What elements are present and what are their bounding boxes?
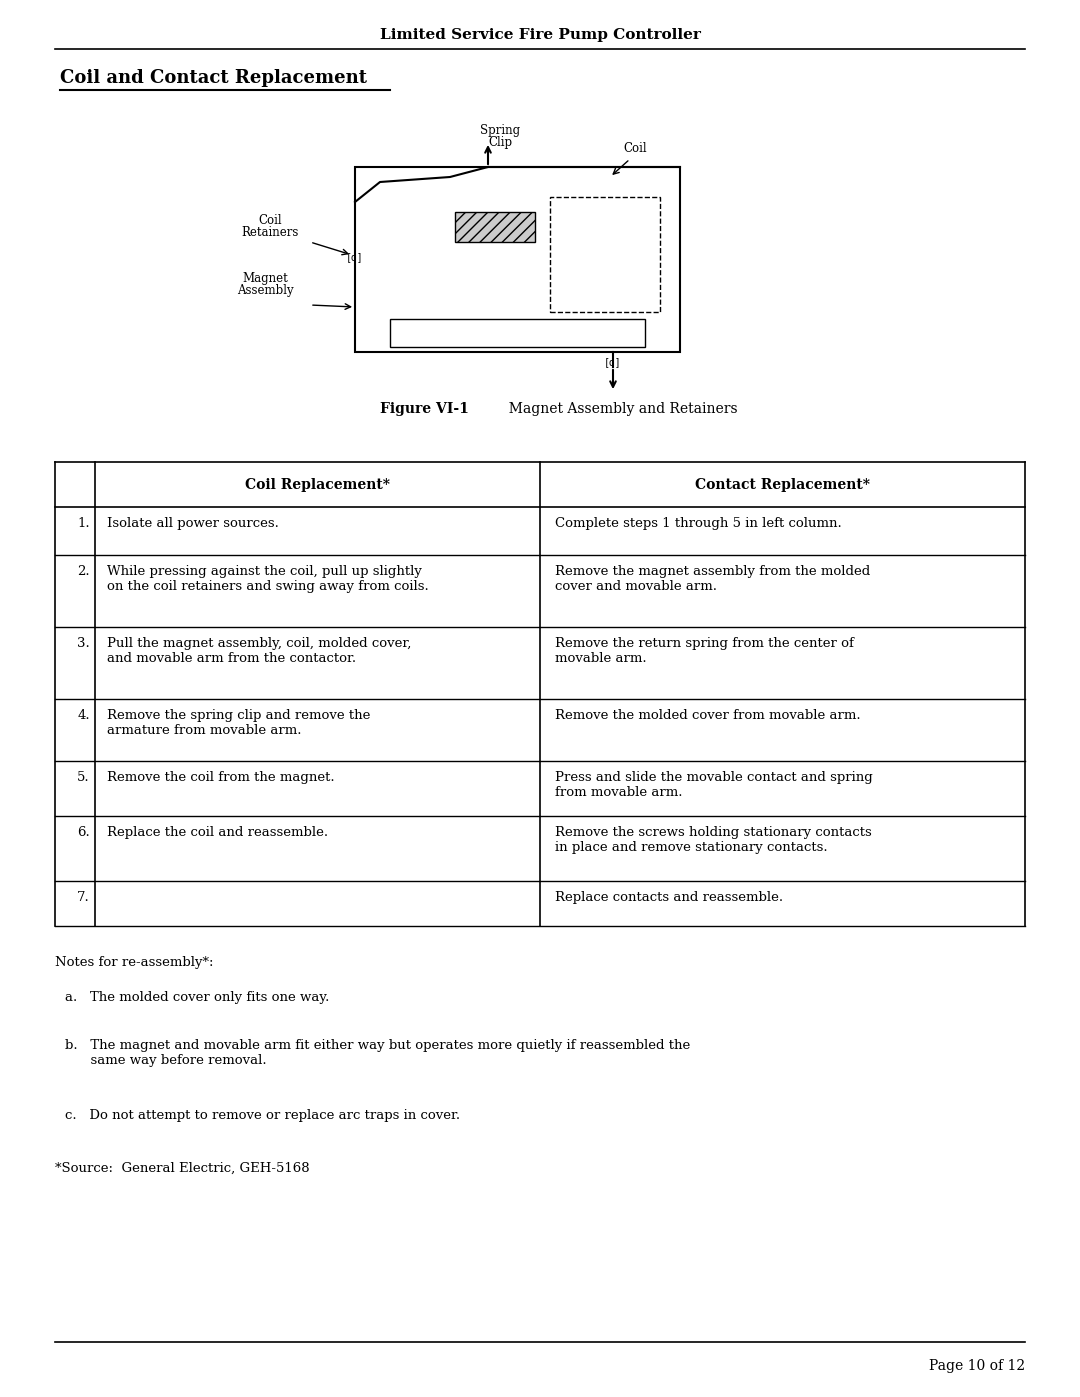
Text: *Source:  General Electric, GEH-5168: *Source: General Electric, GEH-5168 — [55, 1162, 310, 1175]
Text: Remove the coil from the magnet.: Remove the coil from the magnet. — [107, 771, 335, 784]
Text: Magnet Assembly and Retainers: Magnet Assembly and Retainers — [500, 402, 738, 416]
Text: [o]: [o] — [347, 251, 364, 263]
Text: While pressing against the coil, pull up slightly
on the coil retainers and swin: While pressing against the coil, pull up… — [107, 564, 429, 592]
Text: Isolate all power sources.: Isolate all power sources. — [107, 517, 279, 529]
Text: a.   The molded cover only fits one way.: a. The molded cover only fits one way. — [65, 990, 329, 1004]
Text: [o]: [o] — [604, 358, 622, 367]
Text: Retainers: Retainers — [241, 226, 299, 239]
Text: Complete steps 1 through 5 in left column.: Complete steps 1 through 5 in left colum… — [555, 517, 841, 529]
Text: 4.: 4. — [78, 710, 90, 722]
Text: Remove the return spring from the center of
movable arm.: Remove the return spring from the center… — [555, 637, 854, 665]
Text: 2.: 2. — [78, 564, 90, 578]
Text: Clip: Clip — [488, 136, 512, 149]
Bar — [390, 319, 645, 346]
Text: 5.: 5. — [78, 771, 90, 784]
Text: Page 10 of 12: Page 10 of 12 — [929, 1359, 1025, 1373]
Bar — [455, 212, 535, 242]
Text: Remove the spring clip and remove the
armature from movable arm.: Remove the spring clip and remove the ar… — [107, 710, 370, 738]
Text: Remove the screws holding stationary contacts
in place and remove stationary con: Remove the screws holding stationary con… — [555, 826, 872, 854]
Text: Replace contacts and reassemble.: Replace contacts and reassemble. — [555, 891, 783, 904]
Text: Coil and Contact Replacement: Coil and Contact Replacement — [60, 68, 367, 87]
Text: Limited Service Fire Pump Controller: Limited Service Fire Pump Controller — [379, 28, 701, 42]
Text: Spring: Spring — [480, 124, 521, 137]
Text: 1.: 1. — [78, 517, 90, 529]
Text: Contact Replacement*: Contact Replacement* — [696, 478, 870, 492]
Text: Coil Replacement*: Coil Replacement* — [245, 478, 390, 492]
Text: 7.: 7. — [78, 891, 90, 904]
Text: Notes for re-assembly*:: Notes for re-assembly*: — [55, 956, 214, 970]
Text: Replace the coil and reassemble.: Replace the coil and reassemble. — [107, 826, 328, 840]
Text: Figure VI-1: Figure VI-1 — [380, 402, 469, 416]
Text: 3.: 3. — [78, 637, 90, 650]
Bar — [455, 212, 535, 242]
Text: Assembly: Assembly — [237, 284, 294, 298]
Text: Pull the magnet assembly, coil, molded cover,
and movable arm from the contactor: Pull the magnet assembly, coil, molded c… — [107, 637, 411, 665]
Text: b.   The magnet and movable arm fit either way but operates more quietly if reas: b. The magnet and movable arm fit either… — [65, 1039, 690, 1067]
Bar — [550, 197, 660, 312]
Text: Remove the magnet assembly from the molded
cover and movable arm.: Remove the magnet assembly from the mold… — [555, 564, 870, 592]
Text: Remove the molded cover from movable arm.: Remove the molded cover from movable arm… — [555, 710, 861, 722]
Text: Magnet: Magnet — [242, 272, 288, 285]
Text: Coil: Coil — [258, 214, 282, 226]
Bar — [355, 168, 680, 352]
Text: 6.: 6. — [78, 826, 90, 840]
Text: Press and slide the movable contact and spring
from movable arm.: Press and slide the movable contact and … — [555, 771, 873, 799]
Text: Coil: Coil — [623, 142, 647, 155]
Text: c.   Do not attempt to remove or replace arc traps in cover.: c. Do not attempt to remove or replace a… — [65, 1109, 460, 1122]
